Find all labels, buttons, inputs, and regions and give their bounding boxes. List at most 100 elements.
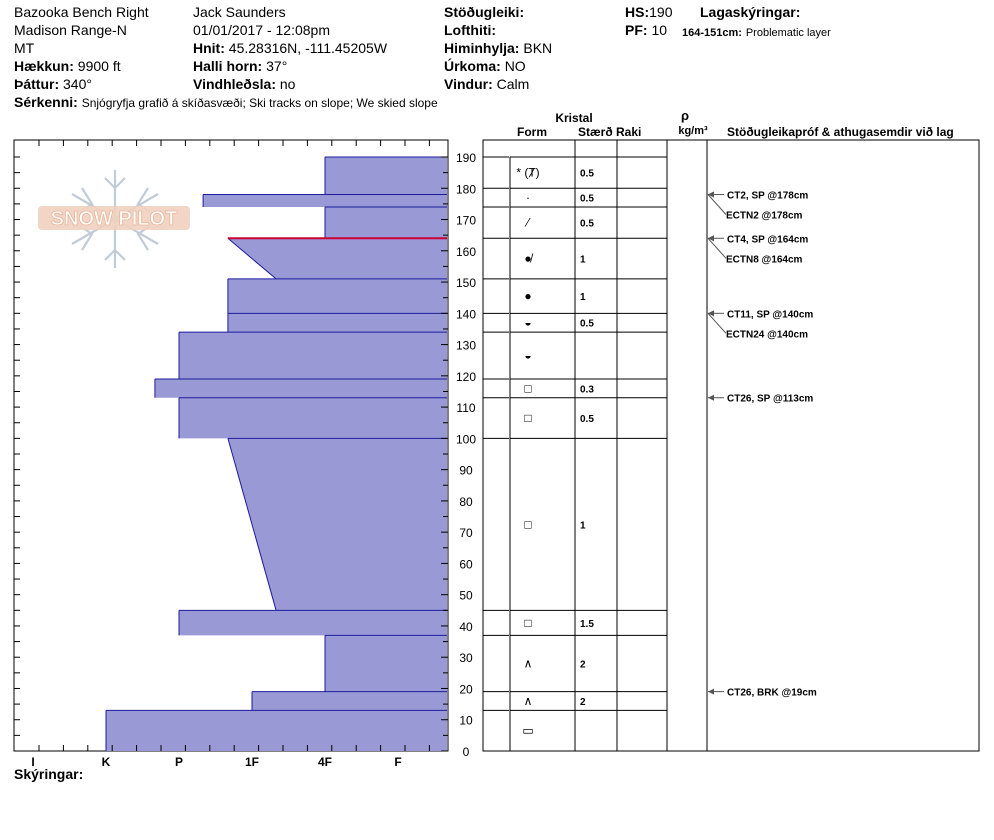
hardness-layer-bar: [252, 691, 447, 711]
elevation-value: 9900 ft: [77, 58, 121, 74]
test-pointer-line: [707, 237, 727, 259]
depth-tick-label: 50: [459, 589, 473, 603]
wind-loading-value: no: [279, 76, 296, 92]
hardness-layer-bar: [179, 610, 447, 636]
test-pointer-arrow: [708, 688, 714, 695]
depth-tick-label: 120: [456, 370, 476, 384]
header-crystal: Kristal: [555, 111, 592, 125]
test-pointer-line: [707, 312, 727, 334]
snowpilot-logo: SNOW PILOT: [38, 170, 190, 268]
grain-size-value: 0.5: [580, 169, 594, 180]
test-pointer-arrow: [708, 310, 714, 317]
aspect-value: 340°: [63, 76, 92, 92]
header-rho: ρ: [681, 108, 689, 123]
stability-row: Stöðugleiki:: [444, 4, 524, 21]
pf-label: PF:: [625, 22, 648, 38]
grain-form-symbol: ◒: [524, 349, 531, 363]
wind-label: Vindur:: [444, 76, 493, 92]
stability-test-notes: CT2, SP @178cm ECTN2 @178cm CT4, SP @164cm…: [707, 191, 817, 699]
elevation-label: Hækkun:: [14, 58, 74, 74]
header-size: Stærð: [578, 125, 613, 139]
hardness-layer-bar: [106, 710, 447, 751]
test-pointer-arrow: [708, 235, 714, 242]
grain-form-symbol: ∧: [524, 694, 533, 708]
depth-tick-label: 160: [456, 245, 476, 259]
stability-test-note: CT2, SP @178cm: [727, 191, 808, 202]
hardness-layer-bar: [325, 157, 447, 195]
sky-label: Himinhylja:: [444, 40, 520, 56]
hardness-tick-label: F: [394, 755, 401, 769]
depth-tick-label: 0: [463, 745, 470, 759]
elevation-row: Hækkun: 9900 ft: [14, 58, 121, 75]
hardness-layer-bar: [325, 207, 447, 239]
grain-form-symbol: ∧: [524, 656, 533, 670]
air-temp-label: Lofthiti:: [444, 22, 497, 38]
header-form: Form: [517, 125, 547, 139]
grain-form-symbol: ●̸: [524, 252, 533, 266]
observation-datetime: 01/01/2017 - 12:08pm: [193, 22, 330, 38]
depth-tick-label: 80: [459, 495, 473, 509]
header-density-unit: kg/m³: [678, 125, 708, 137]
layer-hardness-edge: [227, 438, 277, 611]
hs-row: HS:190: [625, 4, 672, 21]
sky-row: Himinhylja: BKN: [444, 40, 552, 57]
layer-notes-heading: Lagaskýringar:: [700, 4, 801, 20]
depth-tick-label: 60: [459, 557, 473, 571]
grain-size-value: 1: [580, 520, 586, 531]
wind-loading-row: Vindhleðsla: no: [193, 76, 295, 93]
test-pointer-arrow: [708, 394, 714, 401]
depth-tick-label: 90: [459, 464, 473, 478]
aspect-label: Þáttur:: [14, 76, 60, 92]
grain-size-value: 0.5: [580, 319, 594, 330]
hardness-layer-bar: [227, 438, 447, 611]
grain-size-value: 2: [580, 697, 586, 708]
hardness-tick-label: K: [102, 755, 111, 769]
depth-tick-label: 70: [459, 526, 473, 540]
grain-size-value: 0.5: [580, 219, 594, 230]
coords-value: 45.28316N, -111.45205W: [228, 40, 388, 56]
hardness-layer-bar: [179, 332, 447, 379]
hardness-tick-label: I: [31, 755, 34, 769]
grain-size-value: 0.3: [580, 384, 594, 395]
hs-label: HS:: [625, 4, 650, 20]
stability-test-note: CT26, BRK @19cm: [727, 688, 817, 699]
precip-label: Úrkoma:: [444, 58, 501, 74]
depth-tick-label: 20: [459, 682, 473, 696]
hardness-tick-label: 4F: [318, 755, 332, 769]
air-temp-row: Lofthiti:: [444, 22, 496, 39]
test-pointer-arrow: [708, 191, 714, 198]
location-name: Bazooka Bench Right: [14, 4, 149, 20]
slope-value: 37°: [266, 58, 288, 74]
stability-test-note: ECTN2 @178cm: [726, 211, 803, 222]
coords-label: Hnit:: [193, 40, 225, 56]
pf-value: 10: [651, 22, 668, 38]
pf-row: PF: 10: [625, 22, 667, 39]
grain-form-symbol: ◒: [524, 316, 531, 330]
wind-value: Calm: [496, 76, 530, 92]
depth-tick-label: 190: [456, 151, 476, 165]
layer-table-frame: [482, 139, 980, 752]
wind-row: Vindur: Calm: [444, 76, 529, 93]
stability-test-note: CT4, SP @164cm: [727, 234, 808, 245]
layer-hardness-edge: [227, 237, 277, 280]
grain-size-value: 1: [580, 255, 586, 266]
layer-notes-row: 164-151cm: Problematic layer: [682, 23, 831, 42]
hardness-bars: [105, 156, 447, 751]
layer-note-range: 164-151cm:: [682, 27, 742, 39]
grain-size-value: 1: [580, 292, 586, 303]
hardness-layer-bar: [179, 397, 447, 439]
depth-tick-label: 170: [456, 214, 476, 228]
features-row: Sérkenni: Snjógryfja grafið á skíðasvæði…: [14, 94, 438, 112]
grain-form-symbol: □: [524, 517, 531, 531]
wind-loading-label: Vindhleðsla:: [193, 76, 276, 92]
depth-tick-label: 10: [459, 714, 473, 728]
depth-tick-label: 130: [456, 339, 476, 353]
depth-tick-label: 150: [456, 276, 476, 290]
tick-marks: [14, 140, 448, 752]
grain-form-symbol: ▭: [522, 724, 533, 738]
mountain-range: Madison Range-N: [14, 22, 127, 38]
depth-tick-label: 100: [456, 432, 476, 446]
footer-comments-label: Skýringar:: [14, 766, 84, 782]
grain-form-symbol: □: [524, 381, 531, 395]
hardness-layer-bar: [227, 278, 447, 314]
